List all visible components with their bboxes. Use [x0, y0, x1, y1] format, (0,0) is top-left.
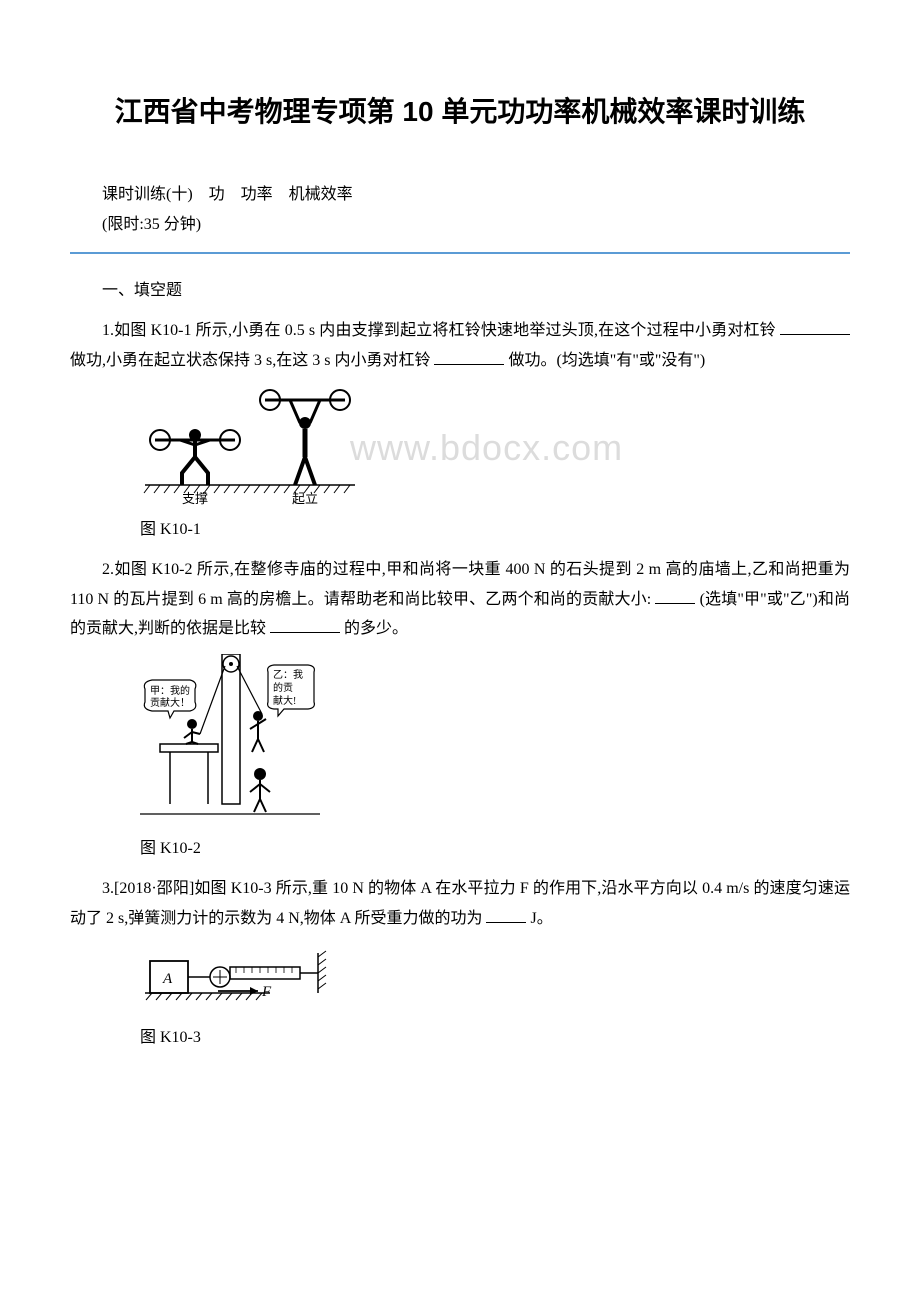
fig1-label-right: 起立: [292, 491, 318, 505]
separator: [70, 252, 850, 254]
fig2-bubble-right-l3: 献大!: [273, 694, 296, 707]
fig2-bubble-right-l1: 乙：我: [273, 669, 303, 681]
q2-post: 的多少。: [344, 620, 408, 637]
watermark: www.bdocx.com: [350, 427, 623, 469]
figure-k10-1: 支撑 起立 www.bdocx.com: [140, 385, 850, 505]
figure-k10-3-caption: 图 K10-3: [140, 1023, 850, 1047]
fig1-label-left: 支撑: [182, 491, 208, 505]
figure-k10-1-caption: 图 K10-1: [140, 515, 850, 539]
figure-k10-3: A: [140, 943, 850, 1013]
fig3-label-F: F: [261, 984, 272, 1000]
q3-blank-1: [486, 906, 526, 923]
q1-blank-1: [780, 318, 850, 335]
question-2: 2.如图 K10-2 所示,在整修寺庙的过程中,甲和尚将一块重 400 N 的石…: [70, 555, 850, 644]
q3-post: J。: [530, 910, 552, 927]
q1-post: 做功。(均选填"有"或"没有"): [508, 352, 705, 369]
figure-k10-2-caption: 图 K10-2: [140, 834, 850, 858]
question-1: 1.如图 K10-1 所示,小勇在 0.5 s 内由支撑到起立将杠铃快速地举过头…: [70, 316, 850, 375]
section-heading-1: 一、填空题: [70, 276, 850, 300]
q1-mid: 做功,小勇在起立状态保持 3 s,在这 3 s 内小勇对杠铃: [70, 352, 430, 369]
q2-blank-2: [270, 616, 340, 633]
fig2-bubble-left-l2: 贡献大！: [150, 696, 190, 709]
q1-pre: 1.如图 K10-1 所示,小勇在 0.5 s 内由支撑到起立将杠铃快速地举过头…: [102, 322, 776, 339]
timing: (限时:35 分钟): [70, 210, 850, 234]
fig3-label-A: A: [162, 971, 173, 987]
fig2-bubble-right-l2: 的贡: [273, 681, 293, 694]
fig2-bubble-left-l1: 甲：我的: [150, 684, 190, 697]
question-3: 3.[2018·邵阳]如图 K10-3 所示,重 10 N 的物体 A 在水平拉…: [70, 874, 850, 933]
q1-blank-2: [434, 348, 504, 365]
q3-pre: 3.[2018·邵阳]如图 K10-3 所示,重 10 N 的物体 A 在水平拉…: [70, 880, 850, 927]
page-title: 江西省中考物理专项第 10 单元功功率机械效率课时训练: [70, 90, 850, 130]
subtitle: 课时训练(十) 功 功率 机械效率: [70, 180, 850, 204]
figure-k10-2: 甲：我的 贡献大！ 乙：我 的贡 献大!: [140, 654, 850, 824]
q2-blank-1: [655, 587, 695, 604]
